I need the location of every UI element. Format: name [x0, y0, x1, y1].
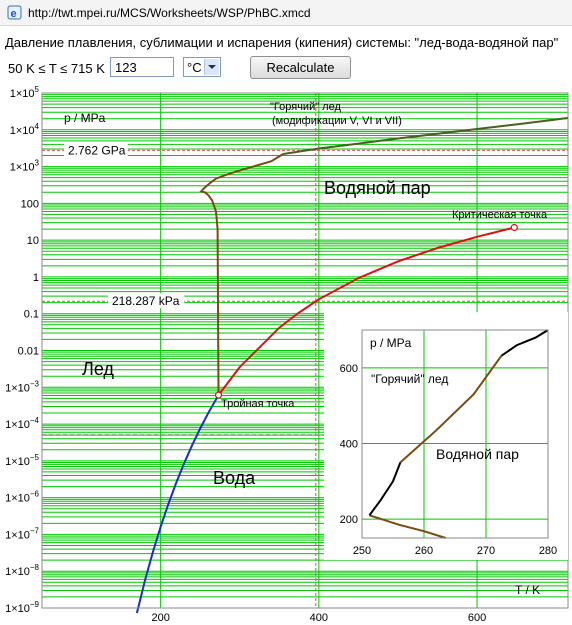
- inset-x-tick-label: 260: [415, 545, 433, 557]
- inset-y-axis-label: p / MPa: [370, 336, 412, 350]
- temperature-range-label: 50 K ≤ T ≤ 715 K: [8, 61, 105, 76]
- y-tick-label: 1×10−4: [5, 416, 39, 431]
- annotation-hot-ice-modifications: (модификации V, VI и VII): [272, 115, 402, 127]
- y-axis-label: p / MPa: [64, 111, 106, 125]
- unit-select[interactable]: °C: [183, 57, 221, 77]
- annotation-triple-point: Тройная точка: [221, 398, 295, 410]
- annotation-ice: Лед: [82, 359, 114, 379]
- y-tick-exponent: 5: [35, 85, 40, 94]
- inset-x-tick-label: 280: [539, 545, 557, 557]
- inset-ticks: 250 260 270 280 200 400 600: [340, 363, 558, 557]
- address-bar[interactable]: e http://twt.mpei.ru/MCS/Worksheets/WSP/…: [0, 0, 572, 26]
- inset-annotation-hot-ice: "Горячий" лед: [371, 372, 448, 386]
- reference-label: 218.287 kPa: [112, 294, 180, 308]
- y-tick-exponent: −4: [30, 416, 40, 425]
- page-title: Давление плавления, сублимации и испарен…: [5, 35, 559, 50]
- series-line-hot-ice: [283, 116, 569, 155]
- inset-background: [324, 312, 568, 560]
- y-tick-label: 1×10−8: [5, 563, 39, 578]
- x-tick-label: 200: [151, 612, 169, 624]
- reference-label-bg: [108, 293, 185, 309]
- y-tick-exponent: −8: [30, 563, 40, 572]
- y-tick-label: 1×105: [10, 85, 40, 100]
- inset-y-tick-label: 400: [340, 438, 358, 450]
- y-tick-label: 1×10−9: [5, 600, 39, 615]
- inset-series-line-ice-V: [368, 462, 402, 516]
- x-tick-label: 400: [310, 612, 328, 624]
- annotation-water: Вода: [213, 468, 256, 488]
- y-tick-label: 100: [21, 198, 39, 210]
- y-tick-label: 1×104: [10, 122, 40, 137]
- y-tick-exponent: −6: [30, 490, 40, 499]
- x-axis-label: T / K: [515, 583, 540, 597]
- unit-select-value: °C: [187, 60, 202, 75]
- annotation-vapor: Водяной пар: [324, 178, 431, 198]
- y-tick-label: 1×10−7: [5, 526, 39, 541]
- phase-diagram-chart: 1×105 1×104 1×103 100 10 1 0.1 0.01 1×10−3 1×10−4…: [5, 85, 569, 624]
- y-tick-label: 1×10−3: [5, 379, 39, 394]
- y-tick-label: 1: [33, 272, 39, 284]
- y-tick-label: 10: [27, 235, 39, 247]
- triple-point-marker: [214, 391, 223, 399]
- reference-label: 2.762 GPa: [68, 143, 126, 157]
- inset-series-line-ice-lower: [369, 514, 446, 539]
- address-url[interactable]: http://twt.mpei.ru/MCS/Worksheets/WSP/Ph…: [28, 6, 311, 20]
- chevron-down-icon[interactable]: [204, 59, 219, 75]
- inset-y-tick-label: 600: [340, 363, 358, 375]
- y-tick-label: 0.1: [24, 309, 39, 321]
- series-line-liquid-vapor: [217, 226, 515, 396]
- y-tick-exponent: 4: [35, 122, 40, 131]
- browser-page-icon: e: [7, 5, 22, 20]
- series-line-sublimation: [135, 394, 220, 614]
- x-tick-label: 600: [468, 612, 486, 624]
- y-tick-exponent: −5: [30, 453, 40, 462]
- recalculate-button[interactable]: Recalculate: [250, 56, 351, 79]
- svg-text:e: e: [11, 8, 17, 20]
- annotation-critical-point: Критическая точка: [452, 209, 548, 221]
- y-tick-exponent: 3: [35, 159, 40, 168]
- inset-series-line-ice-VI: [500, 329, 549, 357]
- inset-annotation-vapor: Водяной пар: [436, 446, 519, 462]
- series-line-ice-melting: [199, 153, 284, 396]
- inset-series: [368, 329, 549, 539]
- y-tick-label: 1×103: [10, 159, 40, 174]
- y-tick-label: 0.01: [18, 346, 39, 358]
- y-tick-label: 1×10−5: [5, 453, 39, 468]
- inset-chart: 250 260 270 280 200 400 600 p / MPa "Горячий" …: [324, 312, 568, 560]
- critical-point-marker: [510, 223, 518, 232]
- main-series: [135, 116, 569, 614]
- y-tick-exponent: −7: [30, 526, 40, 535]
- annotation-hot-ice: "Горячий" лед: [270, 101, 341, 113]
- y-tick-exponent: −3: [30, 379, 40, 388]
- y-tick-exponent: −9: [30, 600, 40, 609]
- reference-label-bg: [64, 142, 128, 158]
- y-tick-label: 1×10−6: [5, 490, 39, 505]
- inset-frame: [361, 329, 549, 539]
- temperature-input[interactable]: [110, 57, 174, 77]
- inset-x-tick-label: 250: [353, 545, 371, 557]
- inset-series-line-ice-V-VI: [399, 355, 503, 464]
- inset-x-tick-label: 270: [477, 545, 495, 557]
- inset-y-tick-label: 200: [340, 514, 358, 526]
